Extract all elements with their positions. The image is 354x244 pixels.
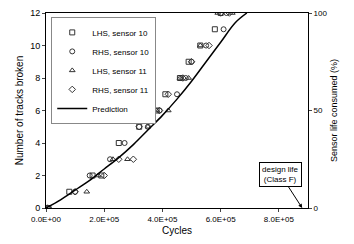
svg-text:6.0E+05: 6.0E+05 [206, 215, 237, 224]
svg-text:LHS, sensor 10: LHS, sensor 10 [92, 29, 148, 38]
svg-text:2: 2 [35, 171, 40, 181]
svg-text:design life(Class F): design life(Class F) [262, 165, 299, 184]
svg-text:4.0E+05: 4.0E+05 [147, 215, 178, 224]
svg-text:10: 10 [30, 41, 40, 51]
svg-text:RHS, sensor 11: RHS, sensor 11 [92, 86, 148, 95]
svg-text:2.0E+05: 2.0E+05 [89, 215, 120, 224]
svg-text:50: 50 [314, 106, 323, 115]
svg-text:12: 12 [30, 8, 40, 18]
svg-text:0: 0 [35, 203, 40, 213]
svg-text:8.0E+05: 8.0E+05 [264, 215, 295, 224]
svg-text:Sensor life consumed (%): Sensor life consumed (%) [329, 59, 339, 162]
svg-text:RHS, sensor 10: RHS, sensor 10 [92, 48, 149, 57]
svg-text:6: 6 [35, 106, 40, 116]
svg-text:100: 100 [314, 9, 328, 18]
svg-text:Cycles: Cycles [162, 225, 192, 236]
svg-text:LHS, sensor 11: LHS, sensor 11 [92, 67, 147, 76]
svg-text:Prediction: Prediction [92, 105, 128, 114]
svg-text:Number of tracks broken: Number of tracks broken [14, 56, 25, 166]
svg-text:0: 0 [314, 204, 319, 213]
svg-text:4: 4 [35, 138, 40, 148]
svg-text:8: 8 [35, 73, 40, 83]
svg-text:0.0E+00: 0.0E+00 [31, 215, 62, 224]
